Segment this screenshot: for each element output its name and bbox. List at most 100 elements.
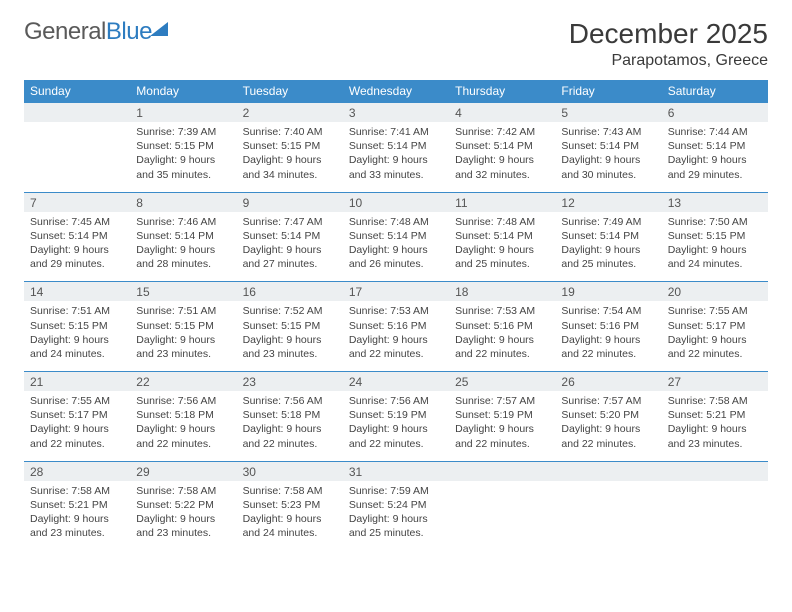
- day-info-line: and 22 minutes.: [136, 437, 230, 451]
- day-info-line: Sunrise: 7:57 AM: [455, 394, 549, 408]
- day-info-line: Sunset: 5:17 PM: [668, 319, 762, 333]
- day-number: [449, 461, 555, 481]
- day-info-line: and 26 minutes.: [349, 257, 443, 271]
- day-info-line: Sunset: 5:18 PM: [243, 408, 337, 422]
- day-number: 7: [24, 192, 130, 212]
- daynum-row: 28293031: [24, 461, 768, 481]
- day-info-line: Sunset: 5:15 PM: [30, 319, 124, 333]
- day-info-line: Sunrise: 7:40 AM: [243, 125, 337, 139]
- dayhead-wed: Wednesday: [343, 80, 449, 103]
- day-cell: Sunrise: 7:48 AMSunset: 5:14 PMDaylight:…: [343, 212, 449, 282]
- day-cell: Sunrise: 7:40 AMSunset: 5:15 PMDaylight:…: [237, 122, 343, 192]
- day-info-line: and 22 minutes.: [30, 437, 124, 451]
- day-number: 8: [130, 192, 236, 212]
- day-info-line: and 30 minutes.: [561, 168, 655, 182]
- day-info-line: Sunset: 5:15 PM: [136, 139, 230, 153]
- day-info-line: Sunset: 5:14 PM: [455, 229, 549, 243]
- day-info-line: Sunset: 5:22 PM: [136, 498, 230, 512]
- day-info-line: and 25 minutes.: [349, 526, 443, 540]
- day-info-line: Sunrise: 7:54 AM: [561, 304, 655, 318]
- dayhead-sun: Sunday: [24, 80, 130, 103]
- day-info-line: and 25 minutes.: [561, 257, 655, 271]
- day-number: 13: [662, 192, 768, 212]
- day-info-line: Daylight: 9 hours: [668, 243, 762, 257]
- day-info-line: Sunrise: 7:39 AM: [136, 125, 230, 139]
- day-number: 24: [343, 372, 449, 392]
- day-cell: Sunrise: 7:56 AMSunset: 5:18 PMDaylight:…: [130, 391, 236, 461]
- day-cell: Sunrise: 7:51 AMSunset: 5:15 PMDaylight:…: [24, 301, 130, 371]
- day-info-line: Daylight: 9 hours: [455, 153, 549, 167]
- day-info-line: and 22 minutes.: [668, 347, 762, 361]
- day-info-line: Sunset: 5:14 PM: [561, 229, 655, 243]
- content-row: Sunrise: 7:45 AMSunset: 5:14 PMDaylight:…: [24, 212, 768, 282]
- day-info-line: Daylight: 9 hours: [349, 333, 443, 347]
- day-cell: Sunrise: 7:55 AMSunset: 5:17 PMDaylight:…: [662, 301, 768, 371]
- day-info-line: Sunset: 5:17 PM: [30, 408, 124, 422]
- day-info-line: Sunrise: 7:55 AM: [30, 394, 124, 408]
- day-info-line: Daylight: 9 hours: [30, 243, 124, 257]
- day-header-row: Sunday Monday Tuesday Wednesday Thursday…: [24, 80, 768, 103]
- day-cell: Sunrise: 7:48 AMSunset: 5:14 PMDaylight:…: [449, 212, 555, 282]
- day-info-line: and 23 minutes.: [668, 437, 762, 451]
- day-cell: Sunrise: 7:45 AMSunset: 5:14 PMDaylight:…: [24, 212, 130, 282]
- day-info-line: and 27 minutes.: [243, 257, 337, 271]
- day-info-line: and 22 minutes.: [561, 347, 655, 361]
- daynum-row: 123456: [24, 103, 768, 123]
- day-info-line: Daylight: 9 hours: [349, 153, 443, 167]
- day-info-line: Sunset: 5:14 PM: [30, 229, 124, 243]
- day-info-line: and 22 minutes.: [349, 437, 443, 451]
- day-cell: Sunrise: 7:49 AMSunset: 5:14 PMDaylight:…: [555, 212, 661, 282]
- day-info-line: Daylight: 9 hours: [30, 333, 124, 347]
- day-cell: Sunrise: 7:58 AMSunset: 5:21 PMDaylight:…: [662, 391, 768, 461]
- day-info-line: and 22 minutes.: [561, 437, 655, 451]
- day-number: 17: [343, 282, 449, 302]
- day-number: 5: [555, 103, 661, 123]
- day-info-line: Sunset: 5:14 PM: [455, 139, 549, 153]
- day-number: 23: [237, 372, 343, 392]
- day-info-line: Sunrise: 7:42 AM: [455, 125, 549, 139]
- month-title: December 2025: [569, 18, 768, 50]
- day-cell: [449, 481, 555, 551]
- day-info-line: Daylight: 9 hours: [243, 512, 337, 526]
- day-info-line: Sunrise: 7:43 AM: [561, 125, 655, 139]
- day-info-line: Daylight: 9 hours: [136, 153, 230, 167]
- day-info-line: Sunrise: 7:53 AM: [455, 304, 549, 318]
- logo-part1: General: [24, 18, 106, 45]
- day-info-line: Sunrise: 7:59 AM: [349, 484, 443, 498]
- day-cell: Sunrise: 7:59 AMSunset: 5:24 PMDaylight:…: [343, 481, 449, 551]
- daynum-row: 14151617181920: [24, 282, 768, 302]
- day-info-line: Sunrise: 7:50 AM: [668, 215, 762, 229]
- day-info-line: Sunset: 5:15 PM: [243, 319, 337, 333]
- day-number: 14: [24, 282, 130, 302]
- day-info-line: Daylight: 9 hours: [243, 422, 337, 436]
- day-info-line: Sunrise: 7:55 AM: [668, 304, 762, 318]
- day-cell: Sunrise: 7:53 AMSunset: 5:16 PMDaylight:…: [449, 301, 555, 371]
- day-cell: Sunrise: 7:39 AMSunset: 5:15 PMDaylight:…: [130, 122, 236, 192]
- day-number: 1: [130, 103, 236, 123]
- day-number: 12: [555, 192, 661, 212]
- day-cell: Sunrise: 7:51 AMSunset: 5:15 PMDaylight:…: [130, 301, 236, 371]
- day-info-line: Sunset: 5:20 PM: [561, 408, 655, 422]
- day-info-line: Sunset: 5:15 PM: [668, 229, 762, 243]
- day-info-line: Sunrise: 7:52 AM: [243, 304, 337, 318]
- day-info-line: Sunrise: 7:56 AM: [136, 394, 230, 408]
- day-info-line: Sunset: 5:16 PM: [561, 319, 655, 333]
- day-cell: [662, 481, 768, 551]
- day-info-line: and 22 minutes.: [455, 437, 549, 451]
- day-info-line: Daylight: 9 hours: [561, 243, 655, 257]
- day-cell: Sunrise: 7:55 AMSunset: 5:17 PMDaylight:…: [24, 391, 130, 461]
- daynum-row: 78910111213: [24, 192, 768, 212]
- logo-triangle-icon: [150, 22, 168, 36]
- day-number: 25: [449, 372, 555, 392]
- day-info-line: Daylight: 9 hours: [668, 422, 762, 436]
- dayhead-tue: Tuesday: [237, 80, 343, 103]
- day-info-line: Sunrise: 7:58 AM: [668, 394, 762, 408]
- day-cell: Sunrise: 7:46 AMSunset: 5:14 PMDaylight:…: [130, 212, 236, 282]
- day-number: 15: [130, 282, 236, 302]
- day-info-line: and 28 minutes.: [136, 257, 230, 271]
- dayhead-sat: Saturday: [662, 80, 768, 103]
- day-info-line: Daylight: 9 hours: [243, 333, 337, 347]
- day-info-line: and 32 minutes.: [455, 168, 549, 182]
- day-number: 27: [662, 372, 768, 392]
- day-info-line: and 23 minutes.: [30, 526, 124, 540]
